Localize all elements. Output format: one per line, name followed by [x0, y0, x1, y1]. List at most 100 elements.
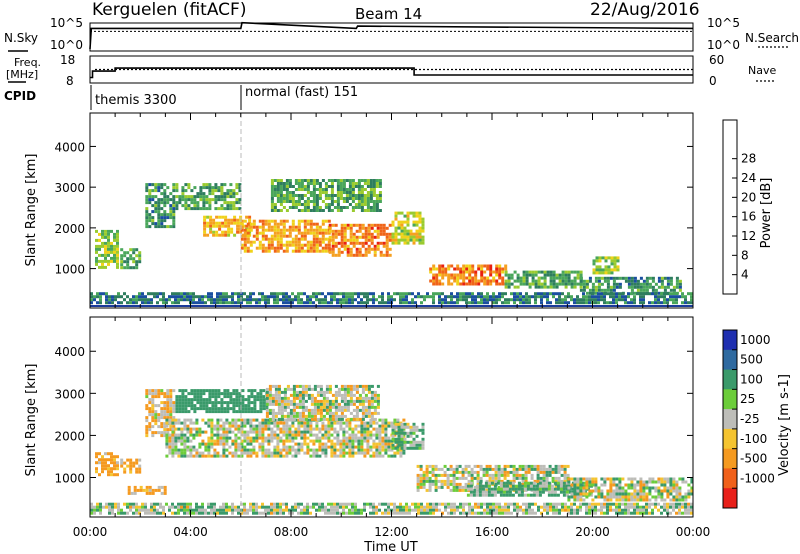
scatter-cell: [226, 407, 230, 411]
scatter-cell: [151, 219, 155, 223]
scatter-cell: [195, 454, 199, 458]
scatter-cell: [101, 244, 104, 248]
scatter-cell: [343, 229, 347, 233]
scatter-cell: [252, 222, 256, 226]
scatter-cell: [195, 511, 198, 515]
scatter-cell: [462, 298, 465, 302]
scatter-cell: [361, 387, 365, 391]
scatter-cell: [690, 489, 694, 493]
scatter-cell: [340, 384, 344, 388]
scatter-cell: [120, 260, 124, 264]
scatter-cell: [315, 203, 319, 206]
scatter-cell: [261, 243, 265, 247]
scatter-cell: [563, 473, 567, 477]
scatter-cell: [214, 404, 218, 408]
scatter-cell: [172, 225, 176, 229]
scatter-cell: [157, 485, 161, 489]
scatter-cell: [319, 384, 323, 388]
scatter-cell: [675, 276, 679, 280]
scatter-cell: [268, 384, 272, 388]
scatter-cell: [645, 282, 649, 286]
scatter-cell: [177, 301, 180, 305]
scatter-cell: [651, 495, 655, 499]
scatter-cell: [537, 276, 541, 280]
scatter-cell: [306, 448, 310, 452]
scatter-cell: [151, 210, 155, 214]
scatter-cell: [258, 436, 262, 440]
scatter-cell: [429, 279, 433, 283]
scatter-cell: [166, 401, 170, 405]
scatter-cell: [525, 273, 529, 277]
scatter-cell: [573, 285, 577, 289]
scatter-cell: [672, 483, 676, 487]
scatter-cell: [202, 195, 206, 199]
scatter-cell: [360, 197, 364, 200]
scatter-cell: [425, 479, 429, 483]
scatter-cell: [358, 393, 362, 397]
scatter-cell: [500, 470, 504, 474]
scatter-cell: [249, 222, 253, 226]
scatter-cell: [324, 445, 328, 449]
scatter-cell: [340, 241, 344, 245]
scatter-cell: [669, 489, 673, 493]
scatter-cell: [306, 442, 310, 446]
scatter-cell: [351, 209, 355, 212]
scatter-cell: [431, 464, 435, 468]
scatter-cell: [166, 195, 170, 199]
scatter-cell: [219, 454, 223, 458]
scatter-cell: [422, 473, 426, 477]
scatter-cell: [273, 301, 276, 305]
scatter-cell: [633, 282, 637, 286]
scatter-cell: [291, 448, 295, 452]
scatter-cell: [324, 298, 327, 302]
scatter-cell: [616, 256, 620, 260]
scatter-cell: [145, 189, 149, 193]
scatter-cell: [277, 402, 281, 406]
scatter-cell: [406, 434, 410, 438]
scatter-cell: [255, 301, 258, 305]
scatter-region: [95, 229, 119, 269]
scatter-cell: [101, 259, 104, 263]
scatter-cell: [534, 301, 537, 305]
scatter-cell: [157, 222, 161, 226]
scatter-cell: [660, 495, 664, 499]
scatter-cell: [276, 451, 280, 455]
scatter-cell: [464, 485, 468, 489]
scatter-cell: [666, 276, 670, 280]
y-tick-label: 4000: [54, 140, 85, 154]
scatter-cell: [431, 467, 435, 471]
scatter-cell: [232, 389, 236, 393]
scatter-cell: [455, 470, 459, 474]
scatter-cell: [273, 436, 277, 440]
scatter-cell: [400, 226, 404, 230]
scatter-cell: [660, 279, 664, 283]
scatter-cell: [524, 479, 528, 483]
scatter-cell: [334, 399, 338, 403]
scatter-cell: [666, 279, 670, 283]
scatter-cell: [573, 489, 577, 493]
scatter-cell: [527, 464, 531, 468]
scatter-cell: [376, 226, 380, 230]
scatter-cell: [447, 264, 451, 268]
scatter-cell: [330, 185, 334, 188]
scatter-cell: [467, 470, 471, 474]
scatter-cell: [248, 218, 252, 222]
scatter-cell: [387, 424, 391, 428]
scatter-cell: [522, 279, 526, 283]
scatter-cell: [249, 454, 253, 458]
scatter-cell: [172, 425, 176, 429]
scatter-cell: [289, 402, 293, 406]
scatter-cell: [450, 282, 454, 286]
scatter-cell: [419, 467, 423, 471]
scatter-cell: [288, 243, 292, 247]
scatter-cell: [585, 480, 589, 484]
scatter-cell: [285, 246, 289, 250]
scatter-cell: [651, 288, 655, 292]
scatter-cell: [518, 476, 522, 480]
scatter-cell: [166, 201, 170, 205]
scatter-cell: [462, 270, 466, 274]
nave-label: Nave: [748, 64, 776, 77]
scatter-cell: [104, 265, 107, 269]
scatter-cell: [211, 198, 215, 202]
scatter-cell: [349, 253, 353, 257]
